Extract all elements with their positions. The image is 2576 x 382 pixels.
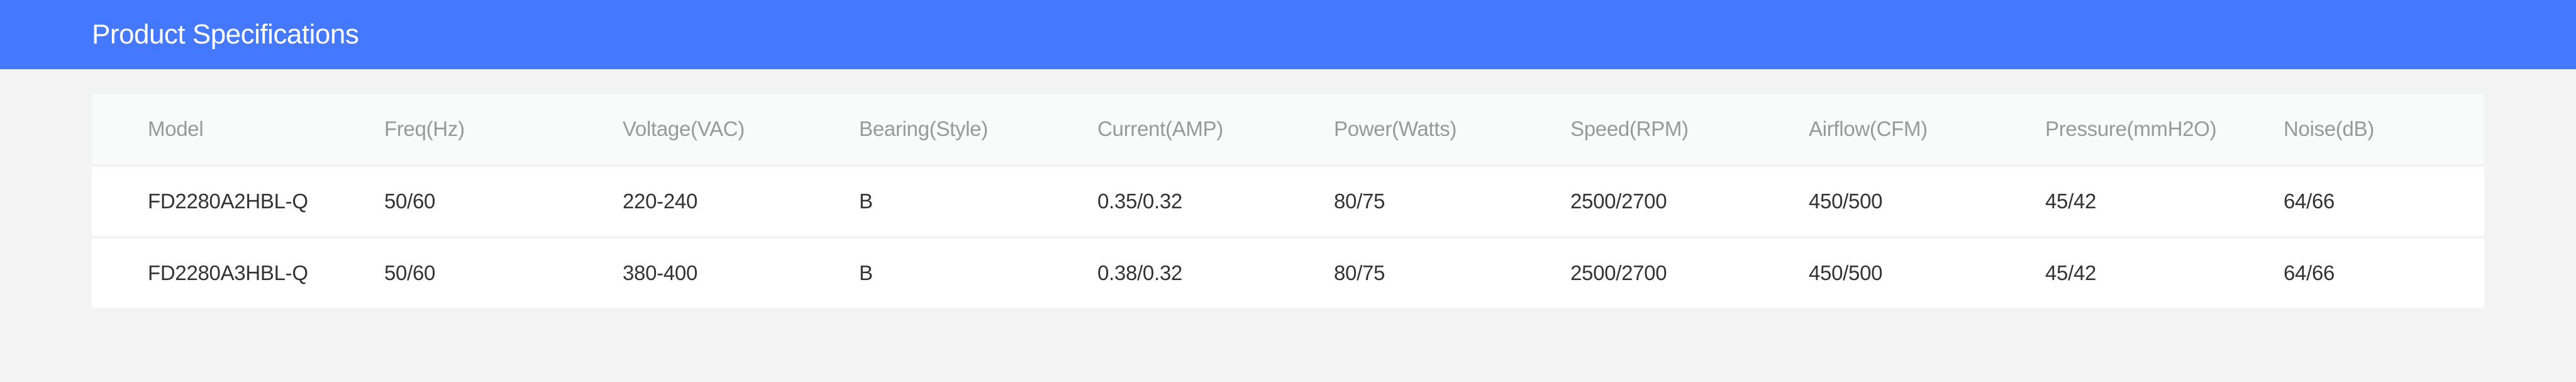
cell-voltage: 380-400 xyxy=(623,261,698,284)
spec-table: Model Freq(Hz) Voltage(VAC) Bearing(Style) C… xyxy=(92,94,2484,310)
table-row: FD2280A3HBL-Q 50/60 380-400 B 0.38/0.32 80/75… xyxy=(92,239,2484,308)
cell-bearing: B xyxy=(859,261,873,284)
column-header-noise: Noise(dB) xyxy=(2284,117,2375,140)
column-header-model: Model xyxy=(148,117,204,140)
cell-model: FD2280A3HBL-Q xyxy=(148,261,308,284)
column-header-voltage: Voltage(VAC) xyxy=(623,117,745,140)
cell-current: 0.35/0.32 xyxy=(1097,189,1182,213)
cell-bearing: B xyxy=(859,189,873,213)
table-header-row: Model Freq(Hz) Voltage(VAC) Bearing(Style) C… xyxy=(92,94,2484,164)
cell-model: FD2280A2HBL-Q xyxy=(148,189,308,213)
cell-power: 80/75 xyxy=(1334,261,1385,284)
column-header-power: Power(Watts) xyxy=(1334,117,1457,140)
column-header-freq: Freq(Hz) xyxy=(384,117,465,140)
cell-speed: 2500/2700 xyxy=(1570,261,1667,284)
cell-freq: 50/60 xyxy=(384,189,436,213)
cell-power: 80/75 xyxy=(1334,189,1385,213)
cell-voltage: 220-240 xyxy=(623,189,698,213)
column-header-bearing: Bearing(Style) xyxy=(859,117,988,140)
cell-airflow: 450/500 xyxy=(1809,189,1883,213)
table-row: FD2280A2HBL-Q 50/60 220-240 B 0.35/0.32 80/75… xyxy=(92,167,2484,236)
cell-noise: 64/66 xyxy=(2284,189,2335,213)
header-bar: Product Specifications xyxy=(0,0,2576,69)
cell-current: 0.38/0.32 xyxy=(1097,261,1182,284)
cell-noise: 64/66 xyxy=(2284,261,2335,284)
cell-speed: 2500/2700 xyxy=(1570,189,1667,213)
column-header-airflow: Airflow(CFM) xyxy=(1809,117,1928,140)
column-header-current: Current(AMP) xyxy=(1097,117,1223,140)
column-header-pressure: Pressure(mmH2O) xyxy=(2045,117,2217,140)
cell-freq: 50/60 xyxy=(384,261,436,284)
cell-pressure: 45/42 xyxy=(2045,261,2097,284)
cell-airflow: 450/500 xyxy=(1809,261,1883,284)
column-header-speed: Speed(RPM) xyxy=(1570,117,1689,140)
page-title: Product Specifications xyxy=(92,19,359,50)
cell-pressure: 45/42 xyxy=(2045,189,2097,213)
